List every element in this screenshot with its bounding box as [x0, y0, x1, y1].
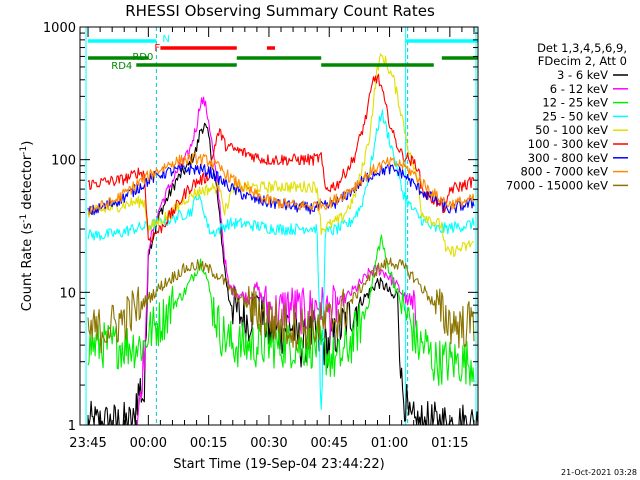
legend-header-line: FDecim 2, Att 0	[538, 54, 627, 68]
y-tick-label: 100	[51, 154, 76, 169]
y-axis-label: Count Rate (s-1 detector-1)	[19, 141, 35, 312]
legend-header-line: Det 1,3,4,5,6,9,	[537, 41, 627, 55]
legend-entry-label: 12 - 25 keV	[542, 96, 608, 110]
legend-entry-label: 6 - 12 keV	[550, 82, 608, 96]
marker-layer	[85, 27, 477, 425]
series-line	[87, 257, 475, 354]
y-tick-label: 1	[68, 419, 76, 434]
legend-entry-label: 300 - 800 keV	[528, 151, 608, 165]
plot-frame	[79, 26, 479, 426]
legend-entry-label: 3 - 6 keV	[557, 68, 608, 82]
flag-label: RD0	[132, 52, 153, 63]
flag-label: N	[162, 34, 169, 45]
x-axis-label: Start Time (19-Sep-04 23:44:22)	[173, 457, 384, 472]
x-tick-label: 01:15	[431, 436, 468, 451]
x-tick-label: 23:45	[69, 436, 106, 451]
y-axis-label-sup: -1	[19, 214, 29, 223]
y-axis-label-part: Count Rate (s	[20, 223, 35, 312]
x-tick-label: 01:00	[371, 436, 408, 451]
flag-label: F	[154, 43, 160, 54]
legend-entry-label: 800 - 7000 keV	[520, 165, 608, 179]
x-tick-label: 00:00	[130, 436, 167, 451]
legend: Det 1,3,4,5,6,9, FDecim 2, Att 0 3 - 6 k…	[506, 41, 628, 192]
series-line	[87, 53, 475, 258]
legend-entry-label: 7000 - 15000 keV	[506, 178, 608, 192]
legend-entry-label: 25 - 50 keV	[542, 109, 608, 123]
y-tick-label: 1000	[43, 21, 76, 36]
legend-entry-label: 50 - 100 keV	[535, 123, 608, 137]
chart-title: RHESSI Observing Summary Count Rates	[125, 2, 435, 20]
y-tick-label: 10	[59, 286, 76, 301]
y-axis-label-sup: -1	[19, 146, 29, 155]
y-axis-label-part: detector	[20, 154, 35, 214]
x-tick-label: 00:15	[190, 436, 227, 451]
series-layer	[87, 53, 479, 426]
y-axis-label-part: )	[20, 141, 35, 146]
y-axis: 1 10 100 1000	[43, 21, 478, 434]
flag-label: RD4	[111, 61, 132, 72]
series-line	[87, 234, 475, 387]
x-tick-label: 00:45	[311, 436, 348, 451]
timestamp: 21-Oct-2021 03:28	[561, 468, 637, 477]
series-line	[87, 152, 475, 216]
x-tick-label: 00:30	[250, 436, 287, 451]
legend-entry-label: 100 - 300 keV	[528, 137, 608, 151]
x-axis: 23:45 00:00 00:15 00:30 00:45 01:00 01:15	[69, 27, 475, 451]
series-line	[87, 73, 475, 243]
